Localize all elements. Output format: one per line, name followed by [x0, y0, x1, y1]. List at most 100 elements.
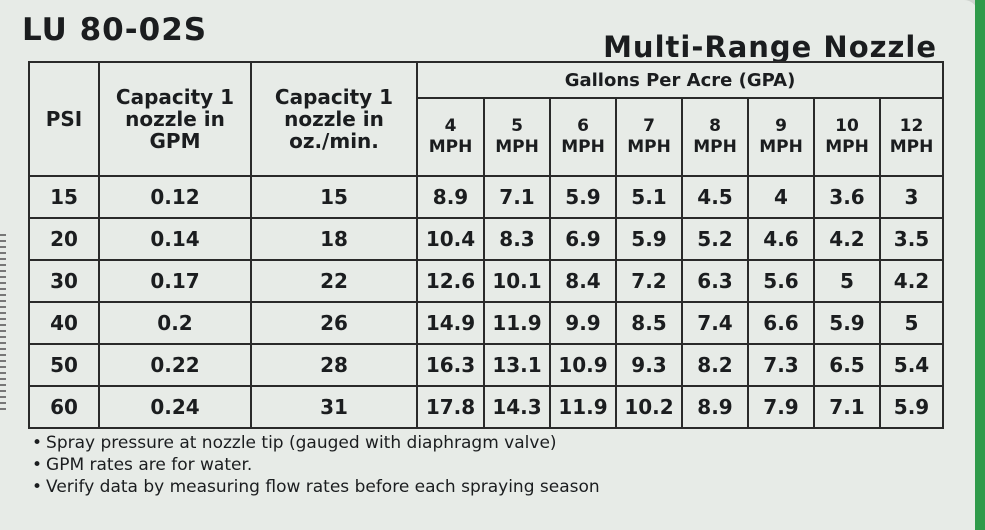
psi-cell: 20 [28, 217, 100, 261]
gpa-cell: 10.2 [615, 385, 683, 429]
green-edge [975, 0, 985, 530]
table-row: 30 0.17 22 12.6 10.1 8.4 7.2 6.3 5.6 5 4.2 [28, 259, 944, 303]
gpa-cell: 7.1 [813, 385, 881, 429]
psi-cell: 30 [28, 259, 100, 303]
gpa-cell: 7.4 [681, 301, 749, 345]
gpa-cell: 5.9 [879, 385, 944, 429]
gpa-cell: 6.6 [747, 301, 815, 345]
speed-header-10-mph: 10 MPH [813, 97, 881, 177]
speed-unit: MPH [759, 137, 803, 157]
gpa-cell: 8.2 [681, 343, 749, 387]
gpm-cell: 0.14 [98, 217, 252, 261]
gpa-cell: 4.2 [813, 217, 881, 261]
note-item: • GPM rates are for water. [32, 455, 253, 475]
notes: • Spray pressure at nozzle tip (gauged wi… [32, 432, 600, 498]
gpa-cell: 7.3 [747, 343, 815, 387]
oz-cell: 26 [250, 301, 418, 345]
gpa-cell: 4 [747, 175, 815, 219]
speed-value: 7 [643, 116, 655, 136]
gpa-cell: 5.9 [549, 175, 617, 219]
note-item: • Verify data by measuring flow rates bef… [32, 477, 600, 497]
gpa-cell: 16.3 [416, 343, 485, 387]
gpm-cell: 0.22 [98, 343, 252, 387]
note-text: Spray pressure at nozzle tip (gauged wit… [46, 433, 557, 453]
gpa-cell: 7.1 [483, 175, 551, 219]
gpa-cell: 5.9 [813, 301, 881, 345]
table-row: 20 0.14 18 10.4 8.3 6.9 5.9 5.2 4.6 4.2 3.5 [28, 217, 944, 261]
product-name: Multi-Range Nozzle [603, 30, 937, 64]
gpa-cell: 9.3 [615, 343, 683, 387]
gpa-cell: 5.9 [615, 217, 683, 261]
gpa-cell: 5 [813, 259, 881, 303]
speed-unit: MPH [889, 137, 934, 157]
speed-header-6-mph: 6 MPH [549, 97, 617, 177]
speed-value: 5 [511, 116, 523, 136]
oz-cell: 28 [250, 343, 418, 387]
gpa-cell: 7.9 [747, 385, 815, 429]
table-row: 60 0.24 31 17.8 14.3 11.9 10.2 8.9 7.9 7.1 5.9 [28, 385, 944, 429]
speed-header-4-mph: 4 MPH [416, 97, 485, 177]
gpa-cell: 6.3 [681, 259, 749, 303]
oz-cell: 15 [250, 175, 418, 219]
gpa-cell: 7.2 [615, 259, 683, 303]
gpm-cell: 0.12 [98, 175, 252, 219]
speed-unit: MPH [627, 137, 671, 157]
gpa-cell: 9.9 [549, 301, 617, 345]
psi-cell: 60 [28, 385, 100, 429]
gpa-cell: 3.6 [813, 175, 881, 219]
header-capacity-oz-text: Capacity 1 nozzle in oz./min. [274, 85, 394, 153]
note-text: Verify data by measuring flow rates befo… [46, 477, 600, 497]
header-capacity-oz: Capacity 1 nozzle in oz./min. [250, 61, 418, 177]
left-edge-marks [0, 230, 6, 410]
header-capacity-gpm: Capacity 1 nozzle in GPM [98, 61, 252, 177]
gpa-cell: 11.9 [549, 385, 617, 429]
speed-header-8-mph: 8 MPH [681, 97, 749, 177]
speed-header-5-mph: 5 MPH [483, 97, 551, 177]
gpa-cell: 12.6 [416, 259, 485, 303]
gpa-cell: 8.9 [681, 385, 749, 429]
speed-header-7-mph: 7 MPH [615, 97, 683, 177]
gpa-cell: 17.8 [416, 385, 485, 429]
gpm-cell: 0.2 [98, 301, 252, 345]
spec-table: PSI Capacity 1 nozzle in GPM Capacity 1 … [28, 61, 944, 429]
gpa-cell: 11.9 [483, 301, 551, 345]
gpa-cell: 4.6 [747, 217, 815, 261]
speed-header-row: 4 MPH 5 MPH 6 MPH 7 MPH 8 MPH 9 MPH 10 MPH 12 MPH [29, 97, 944, 177]
speed-unit: MPH [693, 137, 737, 157]
gpa-cell: 4.2 [879, 259, 944, 303]
gpm-cell: 0.17 [98, 259, 252, 303]
speed-unit: MPH [561, 137, 605, 157]
gpa-cell: 3 [879, 175, 944, 219]
speed-unit: MPH [495, 137, 539, 157]
gpa-cell: 13.1 [483, 343, 551, 387]
speed-value: 10 [835, 116, 859, 136]
speed-header-9-mph: 9 MPH [747, 97, 815, 177]
speed-unit: MPH [825, 137, 869, 157]
gpa-cell: 8.5 [615, 301, 683, 345]
gpa-cell: 10.9 [549, 343, 617, 387]
speed-value: 12 [899, 116, 924, 136]
gpm-cell: 0.24 [98, 385, 252, 429]
gpa-cell: 4.5 [681, 175, 749, 219]
psi-cell: 15 [28, 175, 100, 219]
model-number: LU 80-02S [22, 12, 208, 48]
gpa-cell: 5.2 [681, 217, 749, 261]
speed-value: 4 [444, 116, 457, 136]
speed-value: 8 [709, 116, 721, 136]
gpa-cell: 3.5 [879, 217, 944, 261]
gpa-cell: 14.9 [416, 301, 485, 345]
gpa-cell: 14.3 [483, 385, 551, 429]
gpa-cell: 5 [879, 301, 944, 345]
table-row: 15 0.12 15 8.9 7.1 5.9 5.1 4.5 4 3.6 3 [28, 175, 944, 219]
header-gpa: Gallons Per Acre (GPA) [416, 61, 944, 99]
header-capacity-gpm-text: Capacity 1 nozzle in GPM [115, 85, 235, 153]
oz-cell: 31 [250, 385, 418, 429]
gpa-cell: 6.5 [813, 343, 881, 387]
oz-cell: 22 [250, 259, 418, 303]
table-row: 50 0.22 28 16.3 13.1 10.9 9.3 8.2 7.3 6.5 5.4 [28, 343, 944, 387]
gpa-cell: 5.1 [615, 175, 683, 219]
gpa-cell: 5.4 [879, 343, 944, 387]
spec-body: 15 0.12 15 8.9 7.1 5.9 5.1 4.5 4 3.6 3 20 0.14 18 10.4… [28, 175, 944, 429]
gpa-cell: 10.4 [416, 217, 485, 261]
speed-unit: MPH [428, 137, 473, 157]
